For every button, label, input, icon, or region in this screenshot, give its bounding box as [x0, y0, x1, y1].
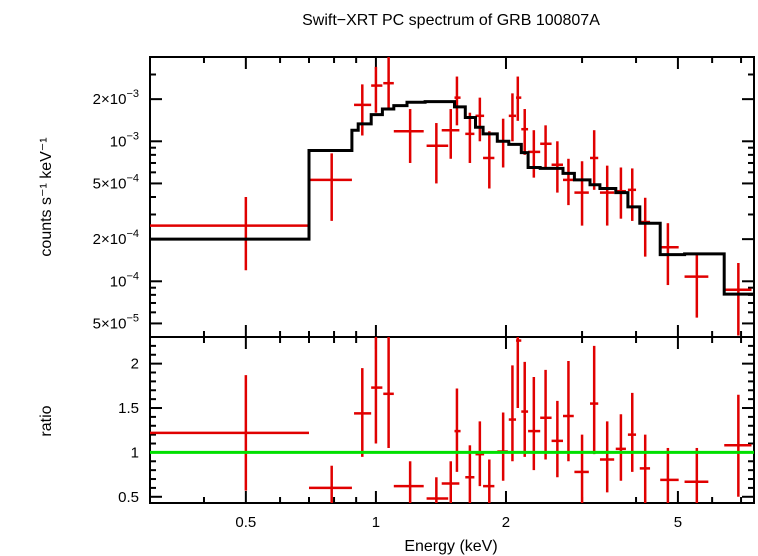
- data-point: [521, 109, 529, 155]
- data-point: [562, 158, 574, 206]
- data-point: [528, 376, 541, 471]
- data-point: [540, 125, 552, 168]
- data-point: [528, 130, 541, 178]
- data-point: [724, 394, 752, 497]
- data-point: [150, 375, 309, 491]
- data-point: [562, 360, 574, 462]
- data-point: [150, 197, 309, 271]
- data-point: [508, 93, 517, 142]
- data-point: [540, 369, 552, 460]
- data-point: [483, 459, 495, 503]
- data-point: [426, 477, 449, 503]
- y-tick-label: 1.5: [118, 400, 139, 417]
- ratio-frame: [149, 336, 755, 504]
- chart-title: Swift−XRT PC spectrum of GRB 100807A: [302, 12, 600, 29]
- model-step-line: [150, 100, 754, 296]
- data-point: [465, 445, 475, 503]
- data-point: [516, 76, 522, 121]
- data-point: [599, 421, 615, 493]
- data-point: [724, 263, 752, 336]
- data-point: [660, 447, 679, 503]
- data-point: [383, 57, 394, 110]
- data-point: [574, 434, 589, 503]
- y-tick-label: 5×10−5: [93, 312, 139, 332]
- x-tick-label: 0.5: [235, 514, 256, 531]
- y-tick-label: 0.5: [118, 489, 139, 506]
- data-point: [483, 131, 495, 189]
- data-point: [308, 465, 352, 503]
- data-point: [393, 461, 424, 503]
- data-point: [454, 76, 461, 126]
- y-tick-label: 5×10−4: [93, 172, 139, 192]
- y-axis-title-ratio: ratio: [38, 405, 55, 436]
- data-point: [371, 337, 383, 444]
- data-point: [639, 434, 651, 503]
- x-tick-label: 2: [502, 514, 510, 531]
- data-point: [454, 388, 461, 472]
- data-point: [465, 112, 475, 163]
- data-point: [615, 414, 626, 481]
- y-tick-label: 2×10−4: [93, 228, 139, 248]
- y-axis-title-spectrum: counts s⁻¹ keV⁻¹: [38, 137, 55, 256]
- data-point: [551, 400, 563, 478]
- data-point: [383, 337, 394, 448]
- data-point: [599, 165, 615, 226]
- data-point: [684, 252, 709, 318]
- y-tick-label: 2×10−3: [93, 88, 139, 108]
- data-point: [393, 109, 424, 163]
- data-point: [354, 84, 372, 136]
- data-point: [508, 365, 517, 462]
- data-point: [590, 345, 599, 455]
- data-point: [308, 153, 352, 221]
- x-tick-label: 5: [674, 514, 682, 531]
- data-point: [521, 361, 529, 457]
- spectrum-panel: 5×10−5 10−4 2×10−4 5×10−4 10−3 2×10−3: [93, 56, 755, 338]
- ratio-panel: 0.5 1 1.5 2 0.5 1 2 5: [118, 336, 755, 531]
- y-tick-label: 2: [131, 356, 139, 373]
- data-point: [371, 66, 383, 113]
- data-point: [441, 461, 460, 503]
- x-axis-title: Energy (keV): [404, 538, 497, 555]
- data-point: [475, 97, 485, 142]
- data-point: [590, 130, 599, 190]
- y-tick-label: 10−4: [110, 270, 139, 290]
- y-tick-label: 10−3: [110, 130, 139, 150]
- x-tick-label: 1: [372, 514, 380, 531]
- data-point: [574, 161, 589, 226]
- data-point: [441, 109, 460, 159]
- data-point: [426, 123, 449, 184]
- data-point: [627, 392, 637, 472]
- data-point: [684, 447, 709, 503]
- data-point: [516, 337, 522, 409]
- data-point: [354, 368, 372, 457]
- data-point: [627, 168, 637, 221]
- y-tick-label: 1: [131, 444, 139, 461]
